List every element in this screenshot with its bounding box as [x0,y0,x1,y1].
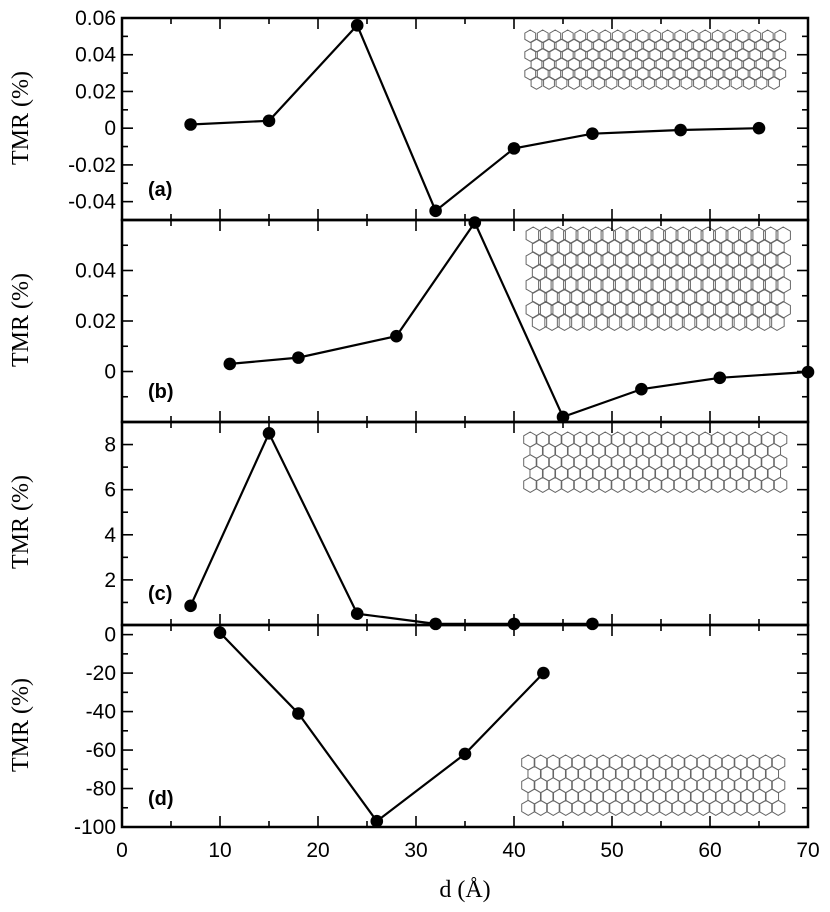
x-tick-label: 0 [116,839,128,862]
y-tick-label-b: 0.04 [75,260,116,283]
x-tick-label: 30 [404,839,427,862]
frame-d [120,623,810,829]
data-point-b [468,216,482,229]
panel-b: 0 0.02 0.04 [75,216,815,424]
y-tick-label-a: 0 [104,117,116,140]
data-point-b [635,382,648,396]
data-point-b [390,329,403,343]
graphene-ribbon-inset-c [523,431,788,493]
y-tick-label-d: -20 [86,662,116,685]
y-tick-label-a: 0.06 [75,7,116,30]
data-point-d [292,707,305,720]
y-tick-label-d: -60 [86,739,116,762]
data-point-d [458,747,472,761]
panel-tag-c: (c) [148,583,172,605]
data-point-c [184,599,197,613]
y-tick-label-d: -100 [74,816,116,839]
lattice-c [523,431,788,493]
lattice-d [521,754,786,816]
ylabel-c: TMR (%) [8,475,34,569]
x-tick-label: 50 [600,839,623,862]
data-point-b [223,357,237,371]
x-tick-label: 20 [306,839,329,862]
lattice-b [525,226,791,331]
y-tick-label-b: 0 [104,361,116,384]
data-point-b [713,371,727,385]
data-point-a [507,142,521,155]
data-point-a [586,127,599,140]
data-point-d [213,626,227,639]
x-tick-label: 60 [698,839,721,862]
ylabel-b: TMR (%) [8,273,34,367]
data-point-a [350,19,364,32]
data-point-a [184,118,197,131]
series-line-c [189,430,593,626]
y-tick-label-a: -0.02 [68,154,116,177]
ylabel-a: TMR (%) [8,71,34,165]
panel-tag-a: (a) [148,179,172,201]
y-tick-label-c: 4 [104,524,116,547]
data-point-a [262,114,276,128]
data-point-c [262,426,276,440]
data-point-a [429,204,442,218]
y-tick-label-c: 6 [104,479,116,502]
panel-c: 2 4 6 8 [104,420,810,631]
x-tick-label: 10 [208,839,231,862]
y-tick-label-d: 0 [104,624,116,647]
data-point-b [556,410,570,424]
data-point-a [674,123,687,137]
graphene-ribbon-inset-d [521,754,786,816]
lattice-a [524,29,787,90]
data-point-a [752,121,766,135]
series-line-a [190,23,760,213]
y-tick-label-c: 8 [104,434,116,457]
y-tick-label-d: -40 [86,701,116,724]
panel-d: -100 -80 -60 -40 -20 0 0 10 20 30 40 50 60 70 [74,624,820,862]
graphene-ribbon-inset-a [524,29,787,90]
data-point-b [292,351,305,364]
y-tick-label-d: -80 [86,778,116,801]
y-tick-label-a: -0.04 [68,191,116,214]
data-point-d [537,666,550,680]
y-tick-label-b: 0.02 [75,310,116,333]
y-tick-label-a: 0.02 [75,80,116,103]
x-tick-label: 40 [502,839,525,862]
panels: -0.04 -0.02 0 0.02 0.04 0.06 0 0.02 0.04 2 4 6 8 -100… [68,7,820,862]
y-tick-label-c: 2 [104,569,116,592]
data-point-b [801,365,815,379]
y-tick-label-a: 0.04 [75,44,116,67]
ylabel-d: TMR (%) [8,678,34,772]
graphene-ribbon-inset-b [525,226,791,331]
xlabel: d (Å) [439,877,490,903]
data-point-c [350,607,364,621]
series-line-d [219,631,545,823]
panel-tag-b: (b) [148,381,174,403]
x-tick-label: 70 [796,839,819,862]
frame-b [120,218,810,424]
series-line-b [229,220,809,419]
panel-tag-d: (d) [148,788,174,810]
data-point-d [370,814,384,828]
panel-a: -0.04 -0.02 0 0.02 0.04 0.06 [68,7,810,222]
